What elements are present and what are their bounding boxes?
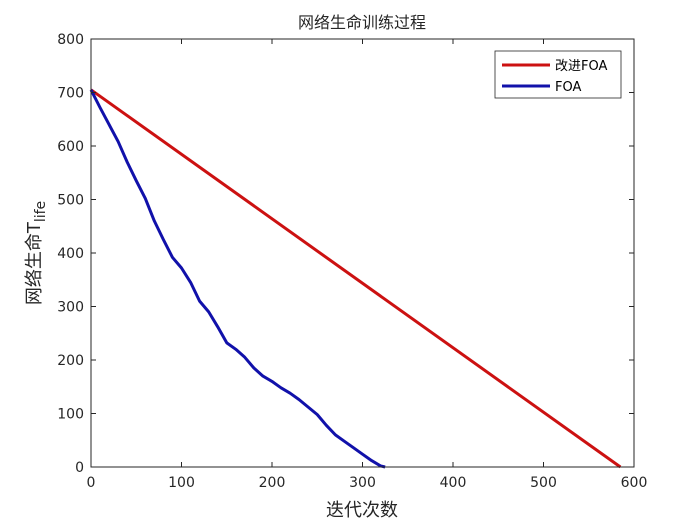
y-tick-label: 600 [57, 139, 84, 155]
legend-label-foa: FOA [555, 80, 581, 95]
y-tick-label: 400 [57, 246, 84, 262]
y-tick-label: 200 [57, 353, 84, 369]
y-tick-label: 800 [57, 32, 84, 48]
svg-text:网络生命Tlife: 网络生命Tlife [24, 201, 49, 305]
y-tick-label: 500 [57, 193, 84, 209]
legend-box [494, 50, 622, 99]
y-axis-label-main: 网络生命T [24, 221, 45, 305]
legend-label-improved-foa: 改进FOA [555, 59, 607, 74]
x-tick-label: 400 [440, 475, 467, 491]
x-axis-label: 迭代次数 [326, 500, 398, 521]
x-tick-label: 100 [168, 475, 195, 491]
x-tick-label: 0 [87, 475, 96, 491]
chart-title: 网络生命训练过程 [298, 13, 426, 32]
y-tick-label: 100 [57, 407, 84, 423]
y-tick-label: 300 [57, 300, 84, 316]
y-tick-label: 0 [75, 460, 84, 476]
x-tick-label: 300 [349, 475, 376, 491]
ticks-layer: 0 100 200 300 400 500 600 0 100 200 300 400 500 600 70… [57, 32, 647, 491]
y-tick-label: 700 [57, 86, 84, 102]
series-layer [89, 88, 622, 469]
x-tick-label: 600 [621, 475, 648, 491]
series-line-improved-foa [90, 88, 622, 469]
y-axis-label-subscript: life [33, 201, 49, 222]
x-tick-label: 200 [259, 475, 286, 491]
y-axis-label: 网络生命Tlife [24, 201, 49, 305]
x-tick-label: 500 [530, 475, 557, 491]
plot-area [91, 39, 634, 467]
series-line-foa [89, 89, 386, 469]
legend: 改进FOA FOA [494, 50, 622, 99]
